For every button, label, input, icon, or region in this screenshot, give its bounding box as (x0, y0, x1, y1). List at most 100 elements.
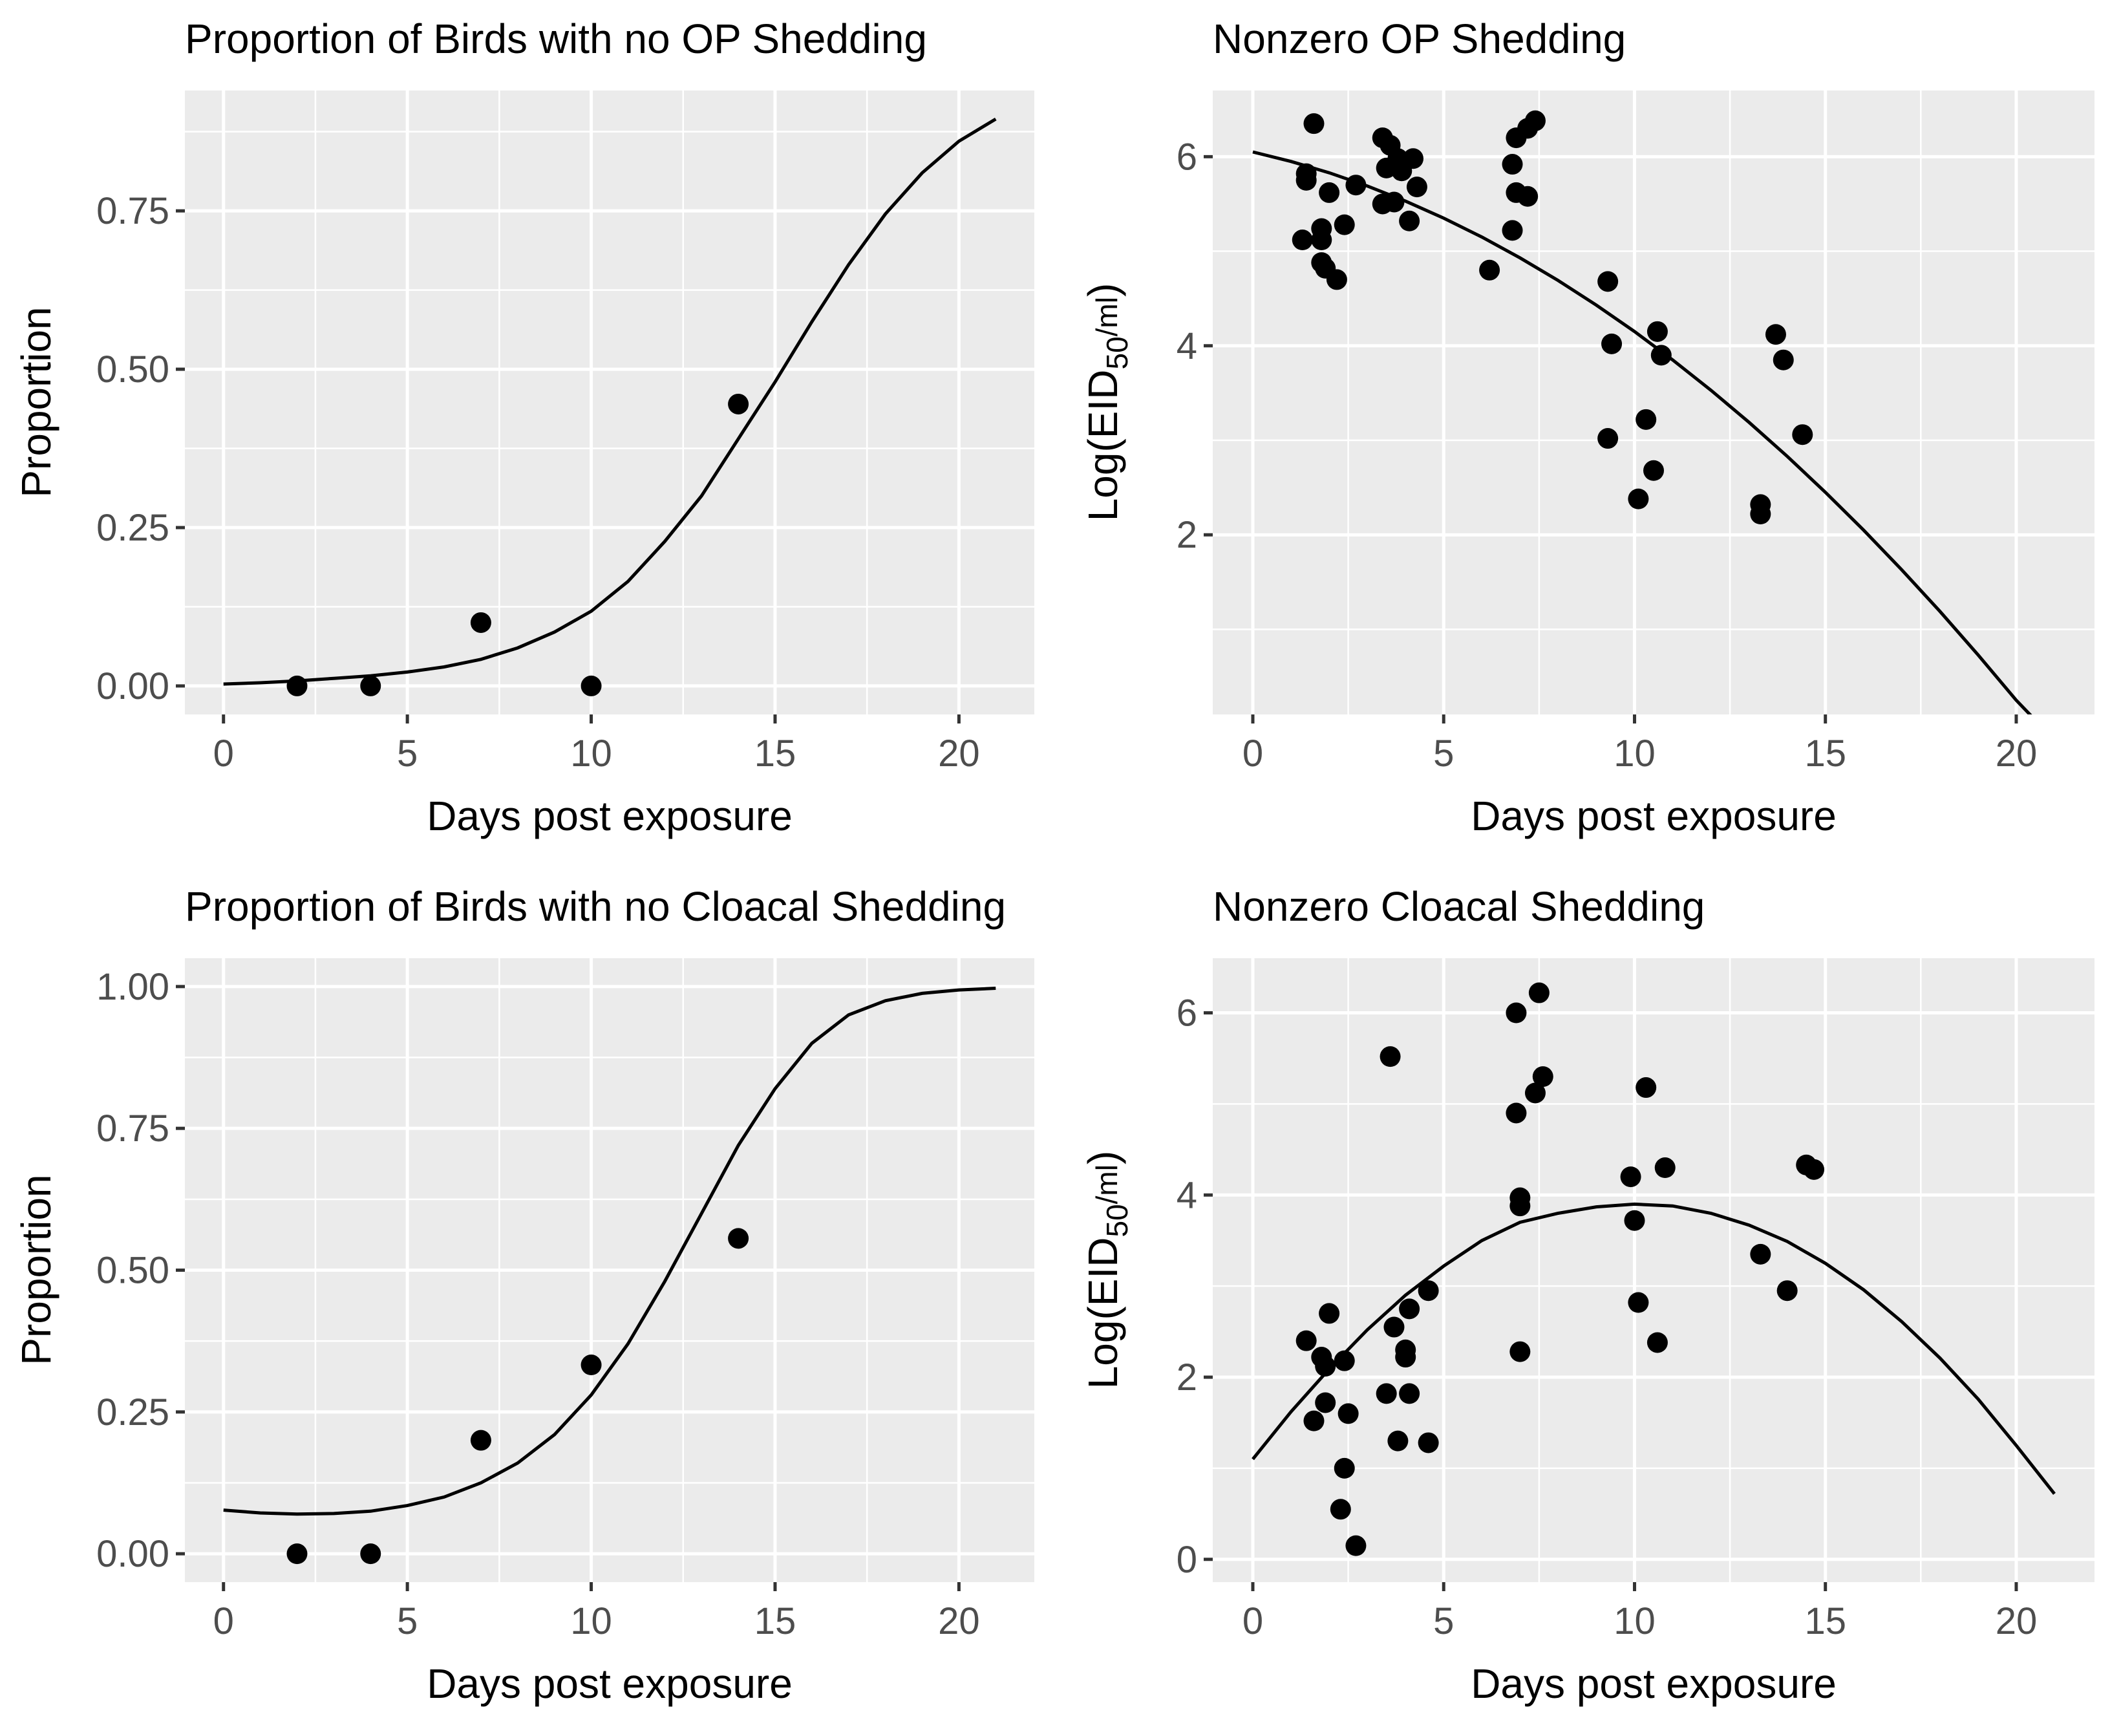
chart-title: Nonzero OP Shedding (1213, 16, 1626, 62)
x-tick-label: 15 (754, 1600, 796, 1642)
fit-curve (1252, 1202, 2056, 1495)
y-axis-ticks: 0 2 4 6 (1177, 992, 1213, 1581)
data-point (1292, 230, 1313, 251)
data-point (1399, 210, 1420, 231)
data-point (1628, 488, 1649, 509)
data-point (1597, 428, 1619, 449)
data-point (1315, 1356, 1336, 1377)
x-tick-label: 10 (570, 1600, 612, 1642)
chart-title: Proportion of Birds with no OP Shedding (185, 16, 927, 62)
data-point (1334, 1457, 1355, 1479)
y-axis-label-unit: /ml (1090, 1164, 1124, 1204)
data-point (1624, 1210, 1645, 1231)
data-point (1330, 1499, 1351, 1520)
data-point (1399, 1383, 1420, 1404)
y-tick-label: 4 (1177, 1174, 1197, 1216)
data-point (1338, 1403, 1359, 1424)
data-point (1334, 1350, 1355, 1371)
data-point (1295, 1330, 1317, 1351)
data-point (1601, 333, 1623, 354)
fit-curve-layer (223, 117, 997, 686)
data-point (1295, 163, 1317, 184)
plot-panel (1213, 91, 2094, 714)
y-axis-label-main: Log(EID (1080, 370, 1126, 522)
y-tick-label: 2 (1177, 514, 1197, 556)
data-point (1647, 1332, 1668, 1353)
x-tick-label: 5 (397, 1600, 418, 1642)
chart-cloacal-proportion: Proportion of Birds with no Cloacal Shed… (13, 883, 1034, 1707)
data-point (1502, 154, 1523, 175)
data-point (1792, 424, 1813, 445)
data-point (1418, 1432, 1439, 1453)
data-point (1399, 1298, 1420, 1320)
y-tick-label: 0.50 (96, 1250, 169, 1292)
major-gridlines (185, 91, 1034, 714)
x-tick-label: 10 (1614, 733, 1656, 775)
data-point (1387, 1430, 1409, 1452)
y-axis-label: Log(EID50/ml) (1080, 1151, 1134, 1389)
y-tick-label: 0.75 (96, 190, 169, 232)
y-axis-label-sub: 50 (1100, 1204, 1134, 1237)
data-point (1654, 1157, 1676, 1179)
major-gridlines (1213, 91, 2094, 714)
data-point (1776, 1280, 1798, 1302)
chart-op-proportion: Proportion of Birds with no OP Shedding … (13, 16, 1034, 839)
y-tick-label: 0.25 (96, 1391, 169, 1433)
x-axis-label: Days post exposure (427, 793, 793, 839)
x-tick-label: 15 (1804, 733, 1846, 775)
major-gridlines (185, 958, 1034, 1582)
data-point (1597, 271, 1619, 292)
y-axis-label-sub: 50 (1100, 336, 1134, 369)
x-tick-label: 15 (754, 733, 796, 775)
x-axis-label: Days post exposure (1471, 1660, 1837, 1707)
x-tick-label: 5 (1433, 1600, 1454, 1642)
chart-cloacal-nonzero: Nonzero Cloacal Shedding 0 5 10 15 20 0 2 4 6 D… (1080, 883, 2094, 1707)
data-point (1326, 269, 1347, 290)
chart-title: Nonzero Cloacal Shedding (1213, 883, 1705, 930)
y-tick-label: 0.00 (96, 665, 169, 707)
minor-gridlines (1213, 91, 2094, 714)
fit-curve (223, 987, 996, 1516)
y-axis-label: Proportion (13, 306, 59, 497)
y-axis-label-unit: /ml (1090, 297, 1124, 336)
y-tick-label: 6 (1177, 992, 1197, 1034)
data-point (1502, 220, 1523, 241)
data-point (1345, 175, 1367, 196)
data-point (1628, 1292, 1649, 1313)
data-point (1479, 259, 1500, 281)
data-point (1750, 1243, 1771, 1265)
data-point (1303, 113, 1325, 134)
y-axis-label-close: ) (1080, 1151, 1126, 1164)
data-point (728, 1228, 749, 1249)
data-point (360, 1543, 381, 1565)
data-point (1383, 1316, 1405, 1338)
data-points (1295, 982, 1824, 1556)
plot-panel (185, 91, 1034, 714)
data-point (286, 1543, 308, 1565)
data-points (1292, 110, 1813, 525)
major-gridlines (1213, 958, 2094, 1582)
x-tick-label: 10 (570, 733, 612, 775)
x-tick-label: 0 (213, 733, 234, 775)
x-tick-label: 10 (1614, 1600, 1656, 1642)
data-point (1376, 1383, 1397, 1404)
y-tick-label: 0.75 (96, 1108, 169, 1150)
data-point (1418, 1280, 1439, 1302)
y-tick-label: 0.25 (96, 507, 169, 549)
x-tick-label: 5 (1433, 733, 1454, 775)
data-point (360, 675, 381, 696)
data-point (1636, 1077, 1657, 1098)
data-points (286, 393, 749, 696)
x-tick-label: 0 (1242, 733, 1263, 775)
y-axis-label-close: ) (1080, 283, 1126, 297)
data-point (1532, 1066, 1553, 1088)
x-axis-ticks: 0 5 10 15 20 (1242, 714, 2037, 775)
x-axis-ticks: 0 5 10 15 20 (213, 714, 980, 775)
data-point (1636, 409, 1657, 430)
data-point (1650, 345, 1672, 366)
minor-gridlines (1213, 958, 2094, 1582)
data-point (1509, 1195, 1531, 1217)
x-axis-ticks: 0 5 10 15 20 (213, 1582, 980, 1642)
y-tick-label: 0 (1177, 1539, 1197, 1581)
